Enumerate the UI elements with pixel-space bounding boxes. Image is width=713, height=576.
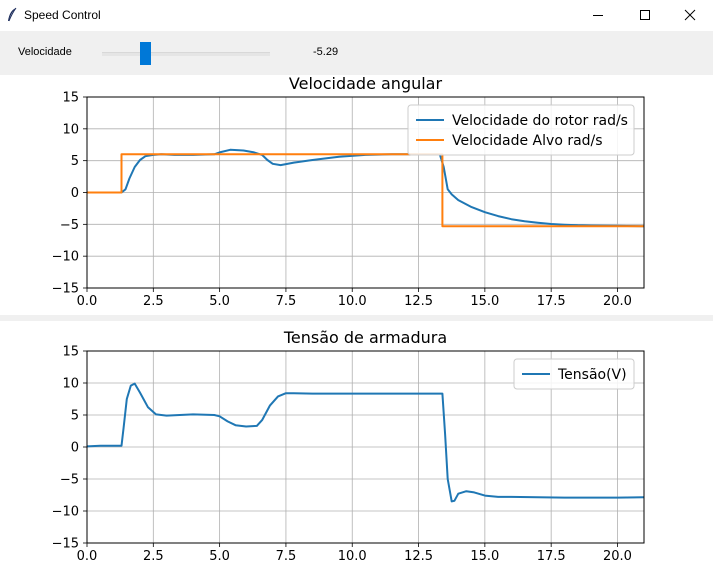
legend-box [513, 358, 635, 390]
x-tick-label: 0.0 [77, 294, 98, 309]
x-tick-label: 10.0 [338, 294, 367, 309]
x-tick-label: 20.0 [603, 294, 632, 309]
window-title: Speed Control [24, 8, 101, 22]
y-tick-label: −5 [60, 218, 79, 233]
series-line-0 [87, 148, 644, 228]
y-tick-label: 10 [62, 377, 79, 392]
legend-label-0: Velocidade do rotor rad/s [452, 113, 628, 129]
legend-box [407, 104, 635, 156]
window-titlebar[interactable]: Speed Control [0, 0, 713, 31]
velocity-slider-track[interactable] [102, 52, 270, 56]
velocity-slider-thumb[interactable] [139, 42, 151, 65]
x-tick-label: 5.0 [209, 294, 230, 309]
x-tick-label: 7.5 [276, 294, 297, 309]
chart-tensao-armadura: Tensão de armadura 0.0 2.5 5.0 7.5 10.0 12.5 15… [0, 321, 713, 572]
x-tick-label: 17.5 [537, 549, 566, 564]
y-tick-label: −10 [52, 250, 79, 265]
y-tick-label: 0 [71, 441, 79, 456]
x-tick-label: 12.5 [404, 549, 433, 564]
x-tick-label: 2.5 [143, 549, 164, 564]
minimize-button[interactable] [575, 0, 621, 31]
y-tick-label: 15 [62, 91, 79, 106]
slider-value: -5.29 [313, 46, 339, 58]
chart-velocidade-svg: Velocidade angular 0.0 2.5 5.0 7.5 10.0 12.5 15… [52, 74, 645, 309]
axes-frame [86, 350, 645, 544]
legend-label-1: Velocidade Alvo rad/s [452, 133, 603, 149]
x-tick-label: 15.0 [470, 294, 499, 309]
chart-tensao-svg: Tensão de armadura 0.0 2.5 5.0 7.5 10.0 12.5 15… [52, 328, 645, 564]
y-tick-label: 0 [71, 186, 79, 201]
close-icon [684, 9, 696, 21]
series-line-1 [87, 153, 644, 228]
y-tick-label: 15 [62, 345, 79, 360]
close-button[interactable] [667, 0, 713, 31]
x-tick-label: 7.5 [276, 549, 297, 564]
chart-title: Tensão de armadura [283, 328, 447, 347]
x-tick-label: 17.5 [537, 294, 566, 309]
x-tick-label: 0.0 [77, 549, 98, 564]
feather-icon [6, 7, 18, 23]
y-tick-label: −15 [52, 282, 79, 297]
x-tick-label: 20.0 [603, 549, 632, 564]
chart-title: Velocidade angular [289, 75, 443, 93]
maximize-button[interactable] [622, 0, 668, 31]
minimize-icon [593, 15, 603, 16]
y-tick-label: 10 [62, 122, 79, 137]
y-tick-label: −10 [52, 505, 79, 520]
figure-separator [0, 315, 713, 321]
legend-label-0: Tensão(V) [557, 367, 627, 383]
x-tick-label: 5.0 [209, 549, 230, 564]
chart-velocidade-angular: Velocidade angular 0.0 2.5 5.0 7.5 10.0 12.5 15… [0, 74, 713, 315]
y-tick-label: −15 [52, 537, 79, 552]
x-tick-label: 15.0 [470, 549, 499, 564]
y-tick-label: 5 [71, 154, 79, 169]
slider-label: Velocidade [18, 46, 72, 58]
maximize-icon [640, 10, 650, 20]
x-tick-label: 12.5 [404, 294, 433, 309]
x-tick-label: 2.5 [143, 294, 164, 309]
x-tick-label: 10.0 [338, 549, 367, 564]
series-line-0 [87, 382, 644, 503]
y-tick-label: 5 [71, 409, 79, 424]
axes-frame [86, 96, 645, 289]
control-bar: Velocidade -5.29 [0, 31, 713, 75]
y-tick-label: −5 [60, 473, 79, 488]
